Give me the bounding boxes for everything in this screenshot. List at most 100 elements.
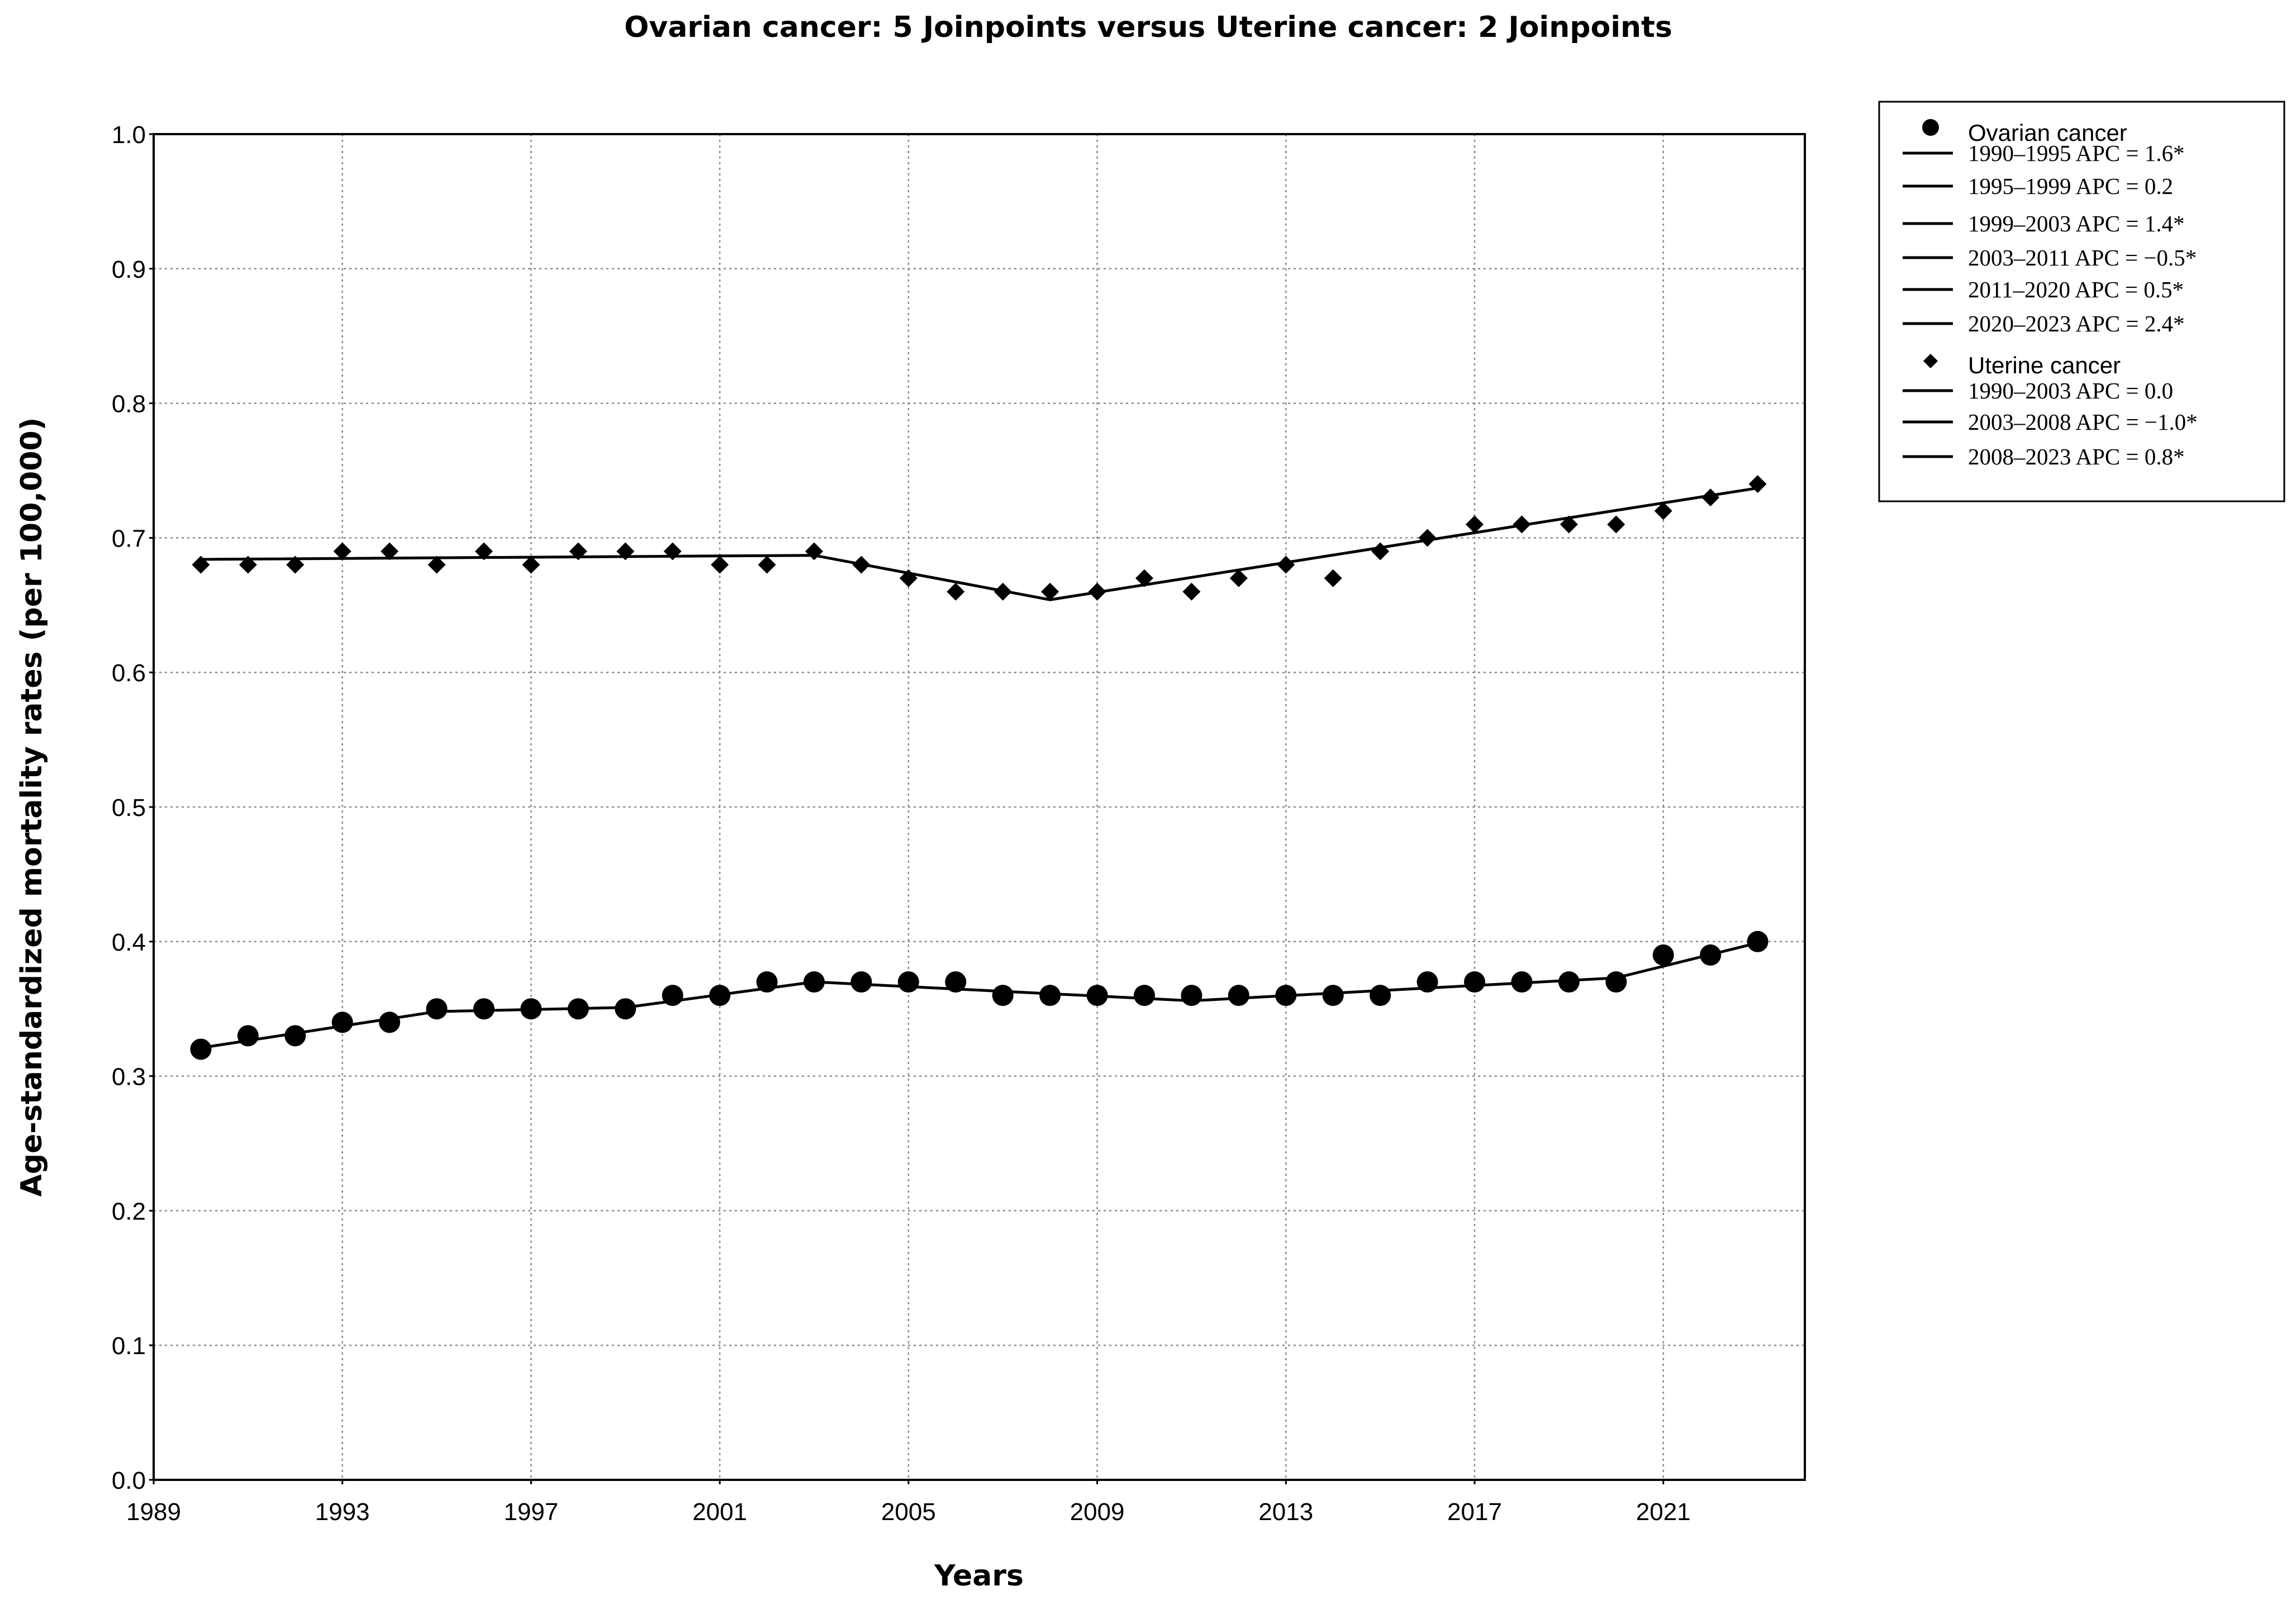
ovarian-data-point xyxy=(1700,944,1722,966)
y-axis-ticks: 0.0 0.1 0.2 0.3 0.4 0.5 0.6 0.7 0.8 0.9 1.0 xyxy=(112,121,154,1494)
legend-uterine-marker xyxy=(1923,354,1938,368)
uterine-data-point xyxy=(758,556,776,574)
x-tick-label: 1997 xyxy=(503,1498,558,1526)
ovarian-data-point xyxy=(1605,971,1627,993)
ovarian-data-point xyxy=(756,971,778,993)
uterine-data-point xyxy=(1560,515,1578,534)
uterine-data-point xyxy=(1041,582,1059,601)
ovarian-data-point xyxy=(520,998,542,1020)
ovarian-data-point xyxy=(1039,985,1061,1006)
y-tick-label: 1.0 xyxy=(112,121,146,149)
uterine-data-point xyxy=(1088,582,1106,601)
ovarian-data-point xyxy=(1228,985,1249,1006)
y-tick-label: 0.7 xyxy=(112,525,146,552)
ovarian-data-point xyxy=(426,998,448,1020)
y-tick-label: 0.9 xyxy=(112,256,146,283)
x-axis-ticks: 1989 1993 1997 2001 2005 2009 2013 2017 2021 xyxy=(126,1480,1691,1526)
ovarian-data-point xyxy=(284,1025,306,1047)
y-tick-label: 0.5 xyxy=(112,794,146,822)
uterine-data-point xyxy=(1229,569,1248,587)
y-tick-label: 0.0 xyxy=(112,1467,146,1494)
x-tick-label: 1993 xyxy=(315,1498,370,1526)
legend-ovarian-segment-label: 2020–2023 APC = 2.4* xyxy=(1968,311,2185,336)
x-tick-label: 2017 xyxy=(1447,1498,1502,1526)
legend-ovarian-segment-label: 1995–1999 APC = 0.2 xyxy=(1968,173,2173,199)
ovarian-data-point xyxy=(331,1012,353,1033)
legend-uterine-segment-label: 1990–2003 APC = 0.0 xyxy=(1968,378,2173,403)
x-tick-label: 1989 xyxy=(126,1498,181,1526)
uterine-data-point xyxy=(899,569,918,587)
legend-ovarian-segment-label: 1999–2003 APC = 1.4* xyxy=(1968,211,2185,236)
x-axis-label: Years xyxy=(934,1559,1024,1593)
uterine-data-point xyxy=(333,542,351,561)
legend-ovarian-segment-label: 1990–1995 APC = 1.6* xyxy=(1968,140,2185,166)
x-tick-label: 2001 xyxy=(692,1498,747,1526)
x-tick-label: 2009 xyxy=(1070,1498,1125,1526)
ovarian-fit-line xyxy=(201,941,1758,1050)
ovarian-data-point xyxy=(1464,971,1485,993)
uterine-data-point xyxy=(1418,529,1437,547)
ovarian-data-point xyxy=(992,985,1014,1006)
ovarian-data-point xyxy=(897,971,919,993)
chart-title: Ovarian cancer: 5 Joinpoints versus Uter… xyxy=(624,11,1672,44)
uterine-data-point xyxy=(1513,515,1531,534)
ovarian-data-point xyxy=(662,985,683,1006)
y-axis-label: Age-standardized mortality rates (per 10… xyxy=(15,417,49,1197)
uterine-data-point xyxy=(711,556,729,574)
y-tick-label: 0.4 xyxy=(112,929,146,956)
y-tick-label: 0.1 xyxy=(112,1332,146,1360)
x-tick-label: 2013 xyxy=(1258,1498,1313,1526)
uterine-data-point xyxy=(522,556,540,574)
ovarian-data-point xyxy=(1322,985,1344,1006)
uterine-data-point xyxy=(852,556,871,574)
ovarian-data-point xyxy=(1652,944,1674,966)
uterine-data-point xyxy=(1135,569,1153,587)
uterine-data-point xyxy=(1324,569,1342,587)
y-tick-label: 0.6 xyxy=(112,659,146,687)
grid-lines xyxy=(153,133,1805,1481)
uterine-data-point xyxy=(1701,488,1720,507)
uterine-data-point xyxy=(1654,502,1672,520)
ovarian-data-point xyxy=(1181,985,1202,1006)
ovarian-data-point xyxy=(1416,971,1438,993)
ovarian-data-point xyxy=(615,998,636,1020)
uterine-data-point xyxy=(569,542,587,561)
uterine-data-point xyxy=(286,556,305,574)
legend-ovarian-segment-label: 2011–2020 APC = 0.5* xyxy=(1968,277,2184,302)
uterine-data-point xyxy=(616,542,635,561)
ovarian-data-point xyxy=(1134,985,1155,1006)
legend-uterine-segment-label: 2008–2023 APC = 0.8* xyxy=(1968,444,2185,469)
ovarian-data-point xyxy=(1747,930,1769,952)
x-tick-label: 2021 xyxy=(1636,1498,1691,1526)
uterine-data-point xyxy=(1182,582,1201,601)
uterine-data-point xyxy=(1371,542,1390,561)
uterine-data-point xyxy=(1607,515,1625,534)
uterine-data-point xyxy=(805,542,823,561)
ovarian-data-point xyxy=(1558,971,1580,993)
uterine-data-point xyxy=(663,542,682,561)
ovarian-data-point xyxy=(1511,971,1533,993)
data-points xyxy=(190,475,1769,1060)
uterine-data-point xyxy=(239,556,257,574)
legend-ovarian-segment-label: 2003–2011 APC = −0.5* xyxy=(1968,245,2197,270)
ovarian-data-point xyxy=(945,971,967,993)
uterine-data-point xyxy=(381,542,399,561)
ovarian-data-point xyxy=(709,985,731,1006)
legend-uterine-title: Uterine cancer xyxy=(1968,352,2121,378)
ovarian-data-point xyxy=(567,998,589,1020)
uterine-data-point xyxy=(1277,556,1295,574)
ovarian-data-point xyxy=(1275,985,1297,1006)
y-tick-label: 0.8 xyxy=(112,391,146,418)
legend-ovarian-marker xyxy=(1922,119,1939,136)
ovarian-data-point xyxy=(473,998,495,1020)
ovarian-data-point xyxy=(379,1012,401,1033)
ovarian-data-point xyxy=(190,1038,212,1060)
uterine-data-point xyxy=(993,582,1012,601)
y-tick-label: 0.3 xyxy=(112,1063,146,1091)
uterine-data-point xyxy=(427,556,446,574)
ovarian-data-point xyxy=(1370,985,1391,1006)
y-tick-label: 0.2 xyxy=(112,1198,146,1225)
